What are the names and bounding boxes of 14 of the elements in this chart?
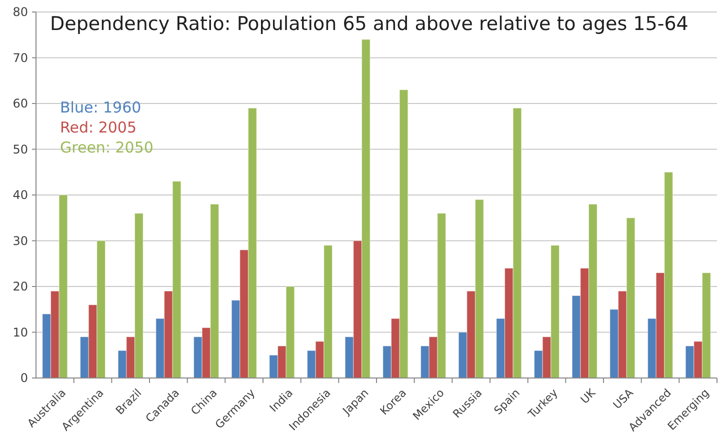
y-tick-label: 70 <box>12 50 28 65</box>
chart-title: Dependency Ratio: Population 65 and above relative to ages 15-64 <box>50 13 688 35</box>
x-tick-label: UK <box>578 386 599 406</box>
text: Green: 2050 <box>60 138 154 157</box>
y-tick-label: 60 <box>12 96 28 111</box>
y-tick-label: 50 <box>12 142 28 156</box>
text: Blue: 1960 <box>60 98 142 117</box>
y-tick-label: 30 <box>12 234 28 248</box>
y-tick-label: 10 <box>12 325 28 340</box>
y-tick-label: 80 <box>12 5 28 20</box>
y-tick-label: 0 <box>20 371 28 386</box>
y-tick-label: 40 <box>12 188 28 202</box>
y-tick-label: 20 <box>12 280 28 294</box>
text: Red: 2005 <box>60 118 136 137</box>
